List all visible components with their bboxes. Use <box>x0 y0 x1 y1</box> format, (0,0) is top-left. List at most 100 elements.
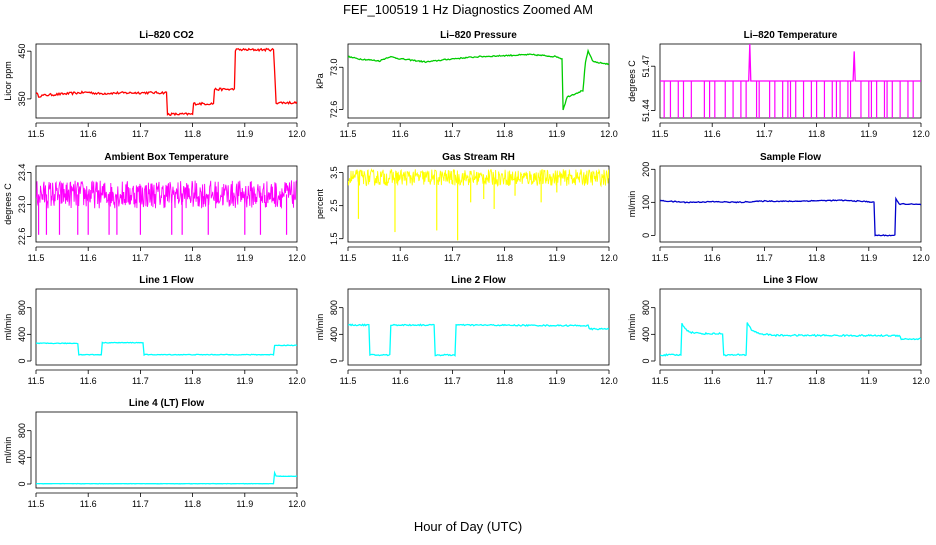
panel-title: Li–820 Temperature <box>744 30 838 41</box>
y-tick-label: 3.5 <box>329 166 339 179</box>
x-tick-label: 11.7 <box>132 499 149 509</box>
panel-3: Li–820 Temperature 11.5 11.6 11.7 11.8 11.9 12… <box>627 30 930 139</box>
series-line <box>36 470 297 485</box>
x-tick-label: 11.5 <box>652 253 669 263</box>
y-axis-label: percent <box>315 188 325 219</box>
x-tick-label: 11.9 <box>860 253 877 263</box>
series-group <box>36 341 297 357</box>
x-tick-label: 11.7 <box>132 129 149 139</box>
panel-7: Line 1 Flow 11.5 11.6 11.7 11.8 11.9 12.0 0 400 8… <box>3 275 306 386</box>
x-tick-label: 12.0 <box>288 129 306 139</box>
x-tick-label: 12.0 <box>912 129 930 139</box>
panel-grid: Li–820 CO2 11.5 11.6 11.7 11.8 11.9 12.0 350 450… <box>3 30 930 509</box>
y-tick-label: 200 <box>641 162 651 177</box>
panel-title: Li–820 CO2 <box>139 30 194 41</box>
x-tick-label: 11.6 <box>704 129 721 139</box>
x-tick-label: 11.7 <box>444 253 461 263</box>
y-tick-label: 400 <box>17 327 27 342</box>
y-tick-label: 0 <box>641 358 651 363</box>
y-tick-label: 23.4 <box>17 164 27 182</box>
x-tick-label: 11.6 <box>392 253 409 263</box>
x-tick-label: 11.9 <box>860 129 877 139</box>
y-tick-label: 72.6 <box>329 101 339 119</box>
series-group <box>348 168 609 241</box>
y-axis-label: ml/min <box>3 437 13 464</box>
y-axis-label: ml/min <box>627 191 637 218</box>
x-tick-label: 11.7 <box>132 376 149 386</box>
panel-2: Li–820 Pressure 11.5 11.6 11.7 11.8 11.9 12.0 7… <box>315 30 618 139</box>
x-tick-label: 11.8 <box>808 253 825 263</box>
series-band <box>348 168 609 188</box>
y-tick-label: 0 <box>17 481 27 486</box>
y-tick-label: 800 <box>17 423 27 438</box>
panel-title: Line 4 (LT) Flow <box>129 398 205 409</box>
figure-title: FEF_100519 1 Hz Diagnostics Zoomed AM <box>343 2 593 17</box>
plot-frame <box>347 165 610 243</box>
series-band <box>36 180 297 209</box>
x-tick-label: 11.9 <box>548 253 565 263</box>
plot-frame <box>35 43 298 119</box>
series-group <box>348 48 609 111</box>
x-tick-label: 11.7 <box>132 253 149 263</box>
x-tick-label: 11.9 <box>236 499 253 509</box>
x-tick-label: 11.7 <box>444 376 461 386</box>
y-tick-label: 400 <box>329 327 339 342</box>
series-group <box>36 470 297 485</box>
x-tick-label: 11.6 <box>80 129 97 139</box>
x-tick-label: 12.0 <box>600 129 618 139</box>
panel-4: Ambient Box Temperature 11.5 11.6 11.7 11.8 1… <box>3 152 306 263</box>
y-axis-label: ml/min <box>3 314 13 341</box>
y-axis-label: degrees C <box>627 60 637 102</box>
y-axis-label: ml/min <box>627 314 637 341</box>
y-tick-label: 0 <box>641 233 651 238</box>
series-group <box>36 180 297 235</box>
x-tick-label: 11.9 <box>860 376 877 386</box>
x-tick-label: 12.0 <box>288 499 306 509</box>
y-axis-label: ml/min <box>315 314 325 341</box>
x-tick-label: 11.6 <box>80 253 97 263</box>
panel-1: Li–820 CO2 11.5 11.6 11.7 11.8 11.9 12.0 350 450… <box>3 30 306 139</box>
x-tick-label: 11.6 <box>392 376 409 386</box>
y-tick-label: 350 <box>17 91 27 106</box>
plot-frame <box>659 288 922 366</box>
series-line <box>660 196 921 237</box>
y-tick-label: 100 <box>641 195 651 210</box>
y-tick-label: 0 <box>17 358 27 363</box>
series-group <box>660 322 921 357</box>
plot-frame <box>347 43 610 119</box>
panel-title: Line 1 Flow <box>139 275 194 286</box>
x-tick-label: 11.6 <box>704 253 721 263</box>
x-tick-label: 11.7 <box>444 129 461 139</box>
panel-title: Sample Flow <box>760 152 821 163</box>
x-tick-label: 11.5 <box>340 253 357 263</box>
y-tick-label: 51.44 <box>641 99 651 122</box>
y-axis-label: Licor ppm <box>3 61 13 101</box>
x-tick-label: 11.5 <box>28 253 45 263</box>
x-tick-label: 11.5 <box>340 376 357 386</box>
x-tick-label: 11.8 <box>496 376 513 386</box>
y-tick-label: 450 <box>17 44 27 59</box>
y-axis-label: degrees C <box>3 183 13 225</box>
x-tick-label: 11.8 <box>184 376 201 386</box>
series-line <box>660 44 921 82</box>
panel-5: Gas Stream RH 11.5 11.6 11.7 11.8 11.9 12.0 1.5… <box>315 152 618 263</box>
y-tick-label: 400 <box>641 327 651 342</box>
series-group <box>36 47 297 117</box>
y-tick-label: 400 <box>17 450 27 465</box>
y-tick-label: 800 <box>329 300 339 315</box>
x-tick-label: 12.0 <box>600 376 618 386</box>
x-tick-label: 11.8 <box>808 129 825 139</box>
y-tick-label: 800 <box>17 300 27 315</box>
y-tick-label: 1.5 <box>329 232 339 245</box>
plot-frame <box>35 288 298 366</box>
x-tick-label: 11.9 <box>548 376 565 386</box>
x-tick-label: 12.0 <box>912 376 930 386</box>
x-tick-label: 11.7 <box>756 253 773 263</box>
x-tick-label: 11.5 <box>652 376 669 386</box>
x-tick-label: 11.8 <box>808 376 825 386</box>
panel-title: Li–820 Pressure <box>440 30 517 41</box>
series-line <box>348 323 609 357</box>
x-tick-label: 12.0 <box>288 253 306 263</box>
x-tick-label: 11.6 <box>80 499 97 509</box>
